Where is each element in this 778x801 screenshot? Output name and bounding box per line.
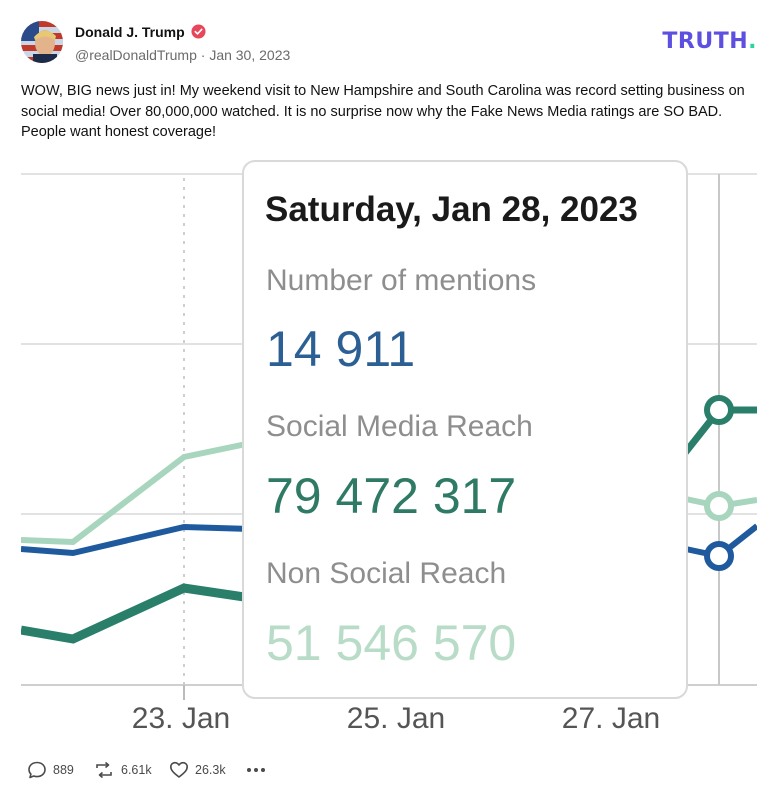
post-text: WOW, BIG news just in! My weekend visit …: [21, 83, 745, 140]
non-social-reach-value: 51 546 570: [266, 615, 516, 671]
series-line-blue: [21, 523, 252, 557]
author-name[interactable]: Donald J. Trump: [75, 24, 185, 40]
post-date[interactable]: Jan 30, 2023: [209, 47, 291, 63]
author-handle[interactable]: @realDonaldTrump: [75, 47, 197, 63]
truth-logo[interactable]: TRUTH.: [662, 29, 757, 54]
avatar-image: [21, 21, 63, 63]
retruth-count: 6.61k: [121, 763, 152, 777]
series-line-light: [21, 440, 252, 546]
post-media[interactable]: 23. Jan 25. Jan 27. Jan Saturday, Jan 28…: [21, 158, 757, 742]
data-point-marker: [704, 395, 734, 425]
retruth-button[interactable]: 6.61k: [93, 758, 152, 782]
reply-count: 889: [53, 763, 74, 777]
post-header: Donald J. Trump @realDonaldTrump · Jan 3…: [21, 21, 761, 65]
series-line-green: [21, 583, 252, 644]
chart-image: 23. Jan 25. Jan 27. Jan Saturday, Jan 28…: [21, 160, 757, 735]
social-reach-label: Social Media Reach: [266, 410, 533, 443]
mentions-value: 14 911: [266, 321, 415, 377]
action-bar: 889 6.61k 26.3k: [27, 758, 427, 784]
logo-dot: .: [748, 29, 757, 54]
x-tick-label: 25. Jan: [347, 702, 445, 735]
avatar[interactable]: [21, 21, 63, 63]
verified-badge-icon: [191, 24, 206, 39]
handle-line: @realDonaldTrump · Jan 30, 2023: [75, 47, 290, 63]
social-reach-value: 79 472 317: [266, 468, 516, 524]
more-dots-icon: [247, 768, 265, 772]
logo-text: TRUTH: [662, 29, 749, 54]
data-point-marker: [704, 491, 734, 521]
reply-button[interactable]: 889: [27, 758, 74, 782]
x-tick-label: 23. Jan: [132, 702, 230, 735]
mentions-label: Number of mentions: [266, 264, 536, 297]
chart-tooltip: Saturday, Jan 28, 2023 Number of mention…: [242, 160, 688, 699]
like-button[interactable]: 26.3k: [169, 758, 226, 782]
heart-icon: [170, 761, 188, 778]
like-count: 26.3k: [195, 763, 226, 777]
x-tick-label: 27. Jan: [562, 702, 660, 735]
separator: ·: [200, 47, 206, 63]
non-social-reach-label: Non Social Reach: [266, 557, 506, 590]
data-point-marker: [704, 541, 734, 571]
more-options-button[interactable]: [245, 758, 273, 782]
speech-bubble-icon: [28, 761, 46, 779]
tooltip-date: Saturday, Jan 28, 2023: [265, 190, 638, 229]
repost-arrows-icon: [96, 761, 112, 779]
